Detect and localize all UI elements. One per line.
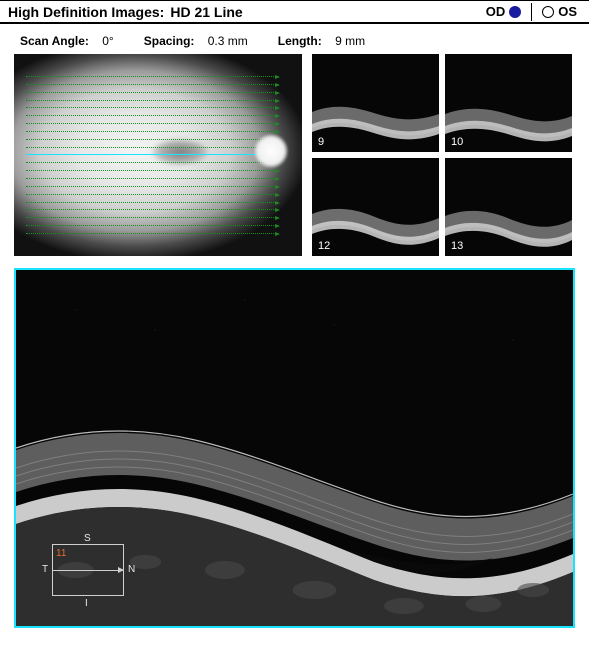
scan-line[interactable]	[26, 170, 276, 171]
param-length: Length: 9 mm	[278, 34, 365, 48]
scan-line[interactable]	[26, 100, 276, 101]
thumbnail-number: 9	[318, 136, 324, 148]
thumbnail-grid: 9 10 12 13	[312, 54, 572, 256]
scan-line[interactable]	[26, 92, 276, 93]
radio-filled-icon	[509, 6, 521, 18]
scan-line[interactable]	[26, 162, 276, 163]
thumbnail[interactable]: 9	[312, 54, 439, 152]
eye-selector: OD OS	[482, 3, 581, 21]
length-value: 9 mm	[335, 34, 365, 48]
bscan-thumb-icon	[445, 54, 572, 152]
scan-line[interactable]	[26, 178, 276, 179]
scan-line-overlay	[26, 76, 276, 234]
thumbnail-number: 10	[451, 136, 463, 148]
top-grid: 9 10 12 13	[0, 54, 589, 256]
orientation-midline	[52, 570, 124, 571]
thumbnail[interactable]: 10	[445, 54, 572, 152]
bscan-thumb-icon	[312, 158, 439, 256]
orientation-i: I	[85, 598, 88, 609]
scan-line[interactable]	[26, 139, 276, 140]
arrow-right-icon	[118, 567, 124, 573]
orientation-index: 11	[56, 548, 66, 559]
orientation-indicator: S I T N 11	[40, 534, 136, 608]
eye-od-label: OD	[486, 4, 506, 19]
scan-params: Scan Angle: 0° Spacing: 0.3 mm Length: 9…	[0, 24, 589, 54]
scan-line[interactable]	[26, 115, 276, 116]
header-title: High Definition Images: HD 21 Line	[8, 4, 243, 20]
scan-line[interactable]	[26, 147, 276, 148]
param-spacing: Spacing: 0.3 mm	[144, 34, 248, 48]
thumbnail-number: 12	[318, 240, 330, 252]
scan-line[interactable]	[26, 123, 276, 124]
orientation-s: S	[84, 533, 91, 544]
scan-line[interactable]	[26, 202, 276, 203]
bscan-thumb-icon	[312, 54, 439, 152]
scan-line[interactable]	[26, 209, 276, 210]
scan-line[interactable]	[26, 76, 276, 77]
scan-line[interactable]	[26, 107, 276, 108]
length-label: Length:	[278, 34, 322, 48]
scan-line[interactable]	[26, 154, 276, 155]
scan-line[interactable]	[26, 131, 276, 132]
title-prefix: High Definition Images:	[8, 4, 164, 20]
bscan-thumb-icon	[445, 158, 572, 256]
thumbnail[interactable]: 13	[445, 158, 572, 256]
title-value: HD 21 Line	[170, 4, 242, 20]
scan-angle-value: 0°	[102, 34, 113, 48]
scan-line[interactable]	[26, 84, 276, 85]
orientation-n: N	[128, 564, 135, 575]
thumbnail[interactable]: 12	[312, 158, 439, 256]
scan-line[interactable]	[26, 225, 276, 226]
divider	[531, 3, 532, 21]
scan-line[interactable]	[26, 217, 276, 218]
main-bscan[interactable]: S I T N 11	[14, 268, 575, 628]
orientation-t: T	[42, 564, 48, 575]
fundus-image[interactable]	[14, 54, 302, 256]
eye-os-option[interactable]: OS	[538, 4, 581, 19]
thumbnail-number: 13	[451, 240, 463, 252]
eye-od-option[interactable]: OD	[482, 4, 526, 19]
scan-angle-label: Scan Angle:	[20, 34, 89, 48]
eye-os-label: OS	[558, 4, 577, 19]
radio-empty-icon	[542, 6, 554, 18]
spacing-label: Spacing:	[144, 34, 195, 48]
scan-line[interactable]	[26, 233, 276, 234]
param-scan-angle: Scan Angle: 0°	[20, 34, 114, 48]
spacing-value: 0.3 mm	[208, 34, 248, 48]
scan-line[interactable]	[26, 194, 276, 195]
scan-line[interactable]	[26, 186, 276, 187]
header-bar: High Definition Images: HD 21 Line OD OS	[0, 0, 589, 24]
